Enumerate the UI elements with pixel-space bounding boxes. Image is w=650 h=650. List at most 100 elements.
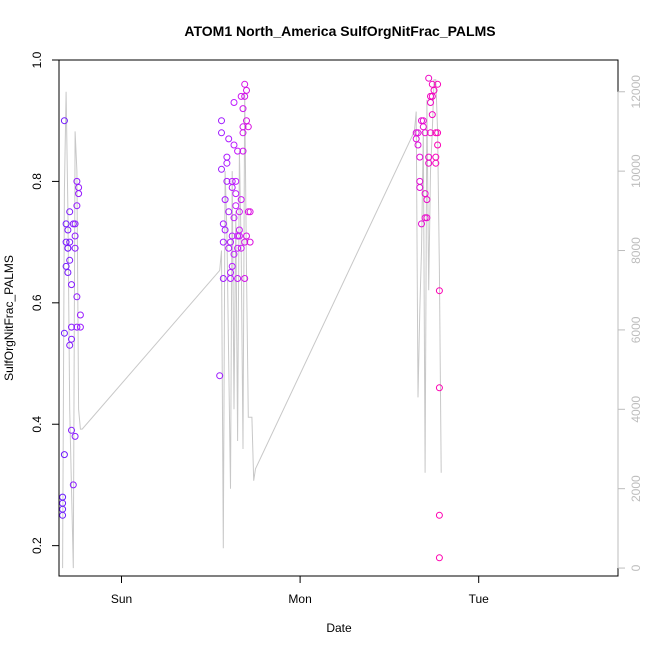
data-point xyxy=(235,208,243,216)
y-axis-label: SulfOrgNitFrac_PALMS xyxy=(2,255,16,381)
data-point xyxy=(241,80,249,88)
data-point xyxy=(435,554,443,562)
data-point xyxy=(223,177,231,185)
data-point xyxy=(75,184,83,191)
data-point xyxy=(216,372,224,380)
data-point xyxy=(435,287,443,295)
data-point xyxy=(228,177,236,185)
data-point xyxy=(64,226,72,234)
data-point xyxy=(230,250,238,258)
data-point xyxy=(219,220,227,228)
data-point xyxy=(239,129,247,137)
data-point xyxy=(223,153,231,161)
data-point xyxy=(221,196,229,204)
data-point xyxy=(435,511,443,519)
data-point xyxy=(68,426,75,434)
data-point xyxy=(225,208,233,216)
data-point xyxy=(76,323,84,331)
data-point xyxy=(60,117,68,125)
data-point xyxy=(225,135,233,143)
data-point xyxy=(64,269,72,276)
data-point xyxy=(239,105,247,113)
scatter-points xyxy=(59,74,443,562)
data-point xyxy=(66,238,74,246)
data-point xyxy=(73,293,81,301)
data-point xyxy=(423,214,431,222)
y2-tick-label: 12000 xyxy=(629,75,643,109)
data-point xyxy=(60,329,68,337)
data-point xyxy=(234,147,242,155)
data-point xyxy=(232,190,240,198)
data-point xyxy=(416,177,424,185)
data-point xyxy=(418,220,425,228)
data-point xyxy=(71,232,79,240)
data-point xyxy=(243,232,250,240)
data-point xyxy=(228,232,236,240)
data-point xyxy=(246,208,254,216)
data-point xyxy=(428,111,436,119)
data-point xyxy=(68,335,75,343)
data-point xyxy=(62,238,70,246)
data-point xyxy=(66,208,74,216)
y2-tick-label: 4000 xyxy=(629,396,643,423)
y2-tick-label: 8000 xyxy=(629,237,643,264)
data-point xyxy=(60,451,68,459)
data-point xyxy=(416,153,424,161)
y-tick-label: 0.6 xyxy=(30,294,44,311)
data-point xyxy=(218,129,225,137)
data-point xyxy=(243,86,250,94)
data-point xyxy=(227,238,234,246)
data-point xyxy=(414,129,422,137)
y-tick-label: 1.0 xyxy=(30,51,44,68)
data-point xyxy=(218,165,225,173)
data-point xyxy=(71,220,79,228)
data-point xyxy=(427,129,434,137)
x-tick-label: Sun xyxy=(111,592,132,606)
data-point xyxy=(219,238,227,246)
y2-tick-label: 10000 xyxy=(629,154,643,188)
data-point xyxy=(69,481,77,489)
data-point xyxy=(237,244,245,252)
data-point xyxy=(232,202,240,210)
data-point xyxy=(434,80,442,88)
data-point xyxy=(73,202,81,210)
data-point xyxy=(228,262,236,270)
y2-tick-label: 6000 xyxy=(629,316,643,343)
data-point xyxy=(230,99,238,106)
data-point xyxy=(241,238,249,246)
data-point xyxy=(421,129,429,137)
data-point xyxy=(237,196,245,204)
data-point xyxy=(62,262,70,270)
data-point xyxy=(432,153,440,161)
data-point xyxy=(239,147,247,155)
secondary-line xyxy=(62,79,442,569)
data-point xyxy=(237,92,245,100)
data-point xyxy=(241,275,249,282)
data-point xyxy=(428,80,436,88)
secondary-series xyxy=(62,79,442,569)
data-point xyxy=(73,323,81,331)
y-tick-label: 0.8 xyxy=(30,173,44,190)
data-point xyxy=(234,244,242,252)
data-point xyxy=(64,244,72,252)
data-point xyxy=(221,226,229,234)
data-point xyxy=(59,511,67,519)
data-point xyxy=(434,141,442,149)
y-tick-label: 0.2 xyxy=(30,537,44,554)
y2-tick-label: 0 xyxy=(629,564,643,571)
data-point xyxy=(430,86,438,94)
x-axis-label: Date xyxy=(326,621,352,635)
data-point xyxy=(62,220,70,228)
chart-title: ATOM1 North_America SulfOrgNitFrac_PALMS xyxy=(184,23,495,39)
data-point xyxy=(232,177,240,185)
data-point xyxy=(425,74,433,82)
data-point xyxy=(225,244,233,252)
data-point xyxy=(230,141,238,149)
data-point xyxy=(68,281,75,289)
data-point xyxy=(68,323,75,331)
data-point xyxy=(434,129,442,137)
data-point xyxy=(227,269,234,276)
data-point xyxy=(235,226,243,234)
